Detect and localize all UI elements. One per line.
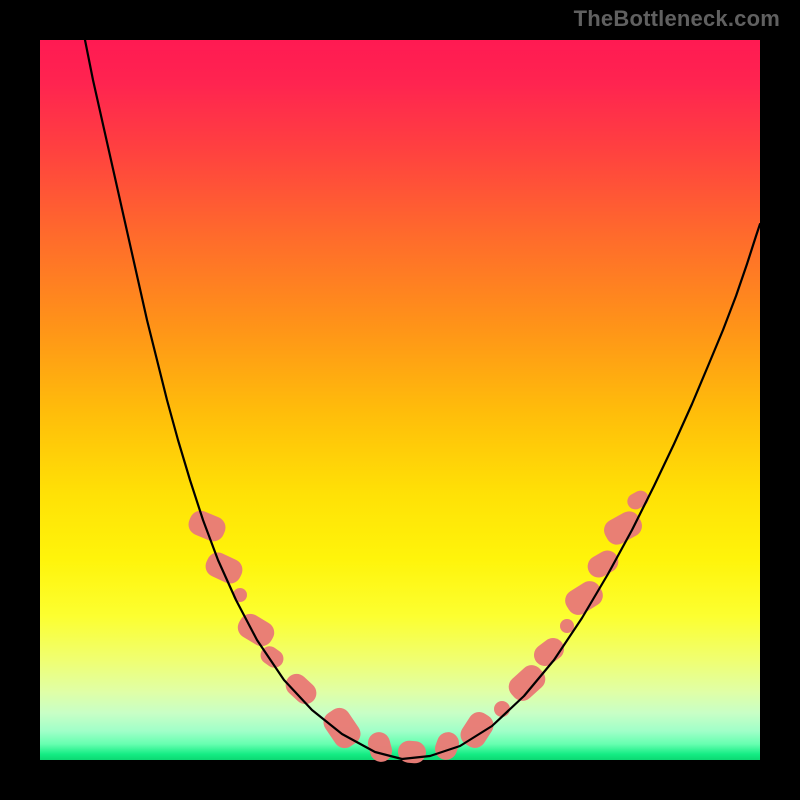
bead: [397, 740, 427, 764]
bead: [494, 701, 510, 717]
beads-group: [185, 488, 651, 765]
bead: [185, 507, 229, 544]
bead: [504, 661, 550, 706]
bead: [560, 619, 574, 633]
bead: [281, 669, 321, 708]
bead: [365, 730, 394, 765]
chart-svg: [0, 0, 800, 800]
bead: [202, 549, 246, 587]
v-curve: [85, 40, 760, 759]
bead: [234, 610, 279, 650]
bead: [584, 546, 623, 581]
chart-container: TheBottleneck.com: [0, 0, 800, 800]
watermark-text: TheBottleneck.com: [574, 6, 780, 32]
bead: [319, 704, 365, 753]
